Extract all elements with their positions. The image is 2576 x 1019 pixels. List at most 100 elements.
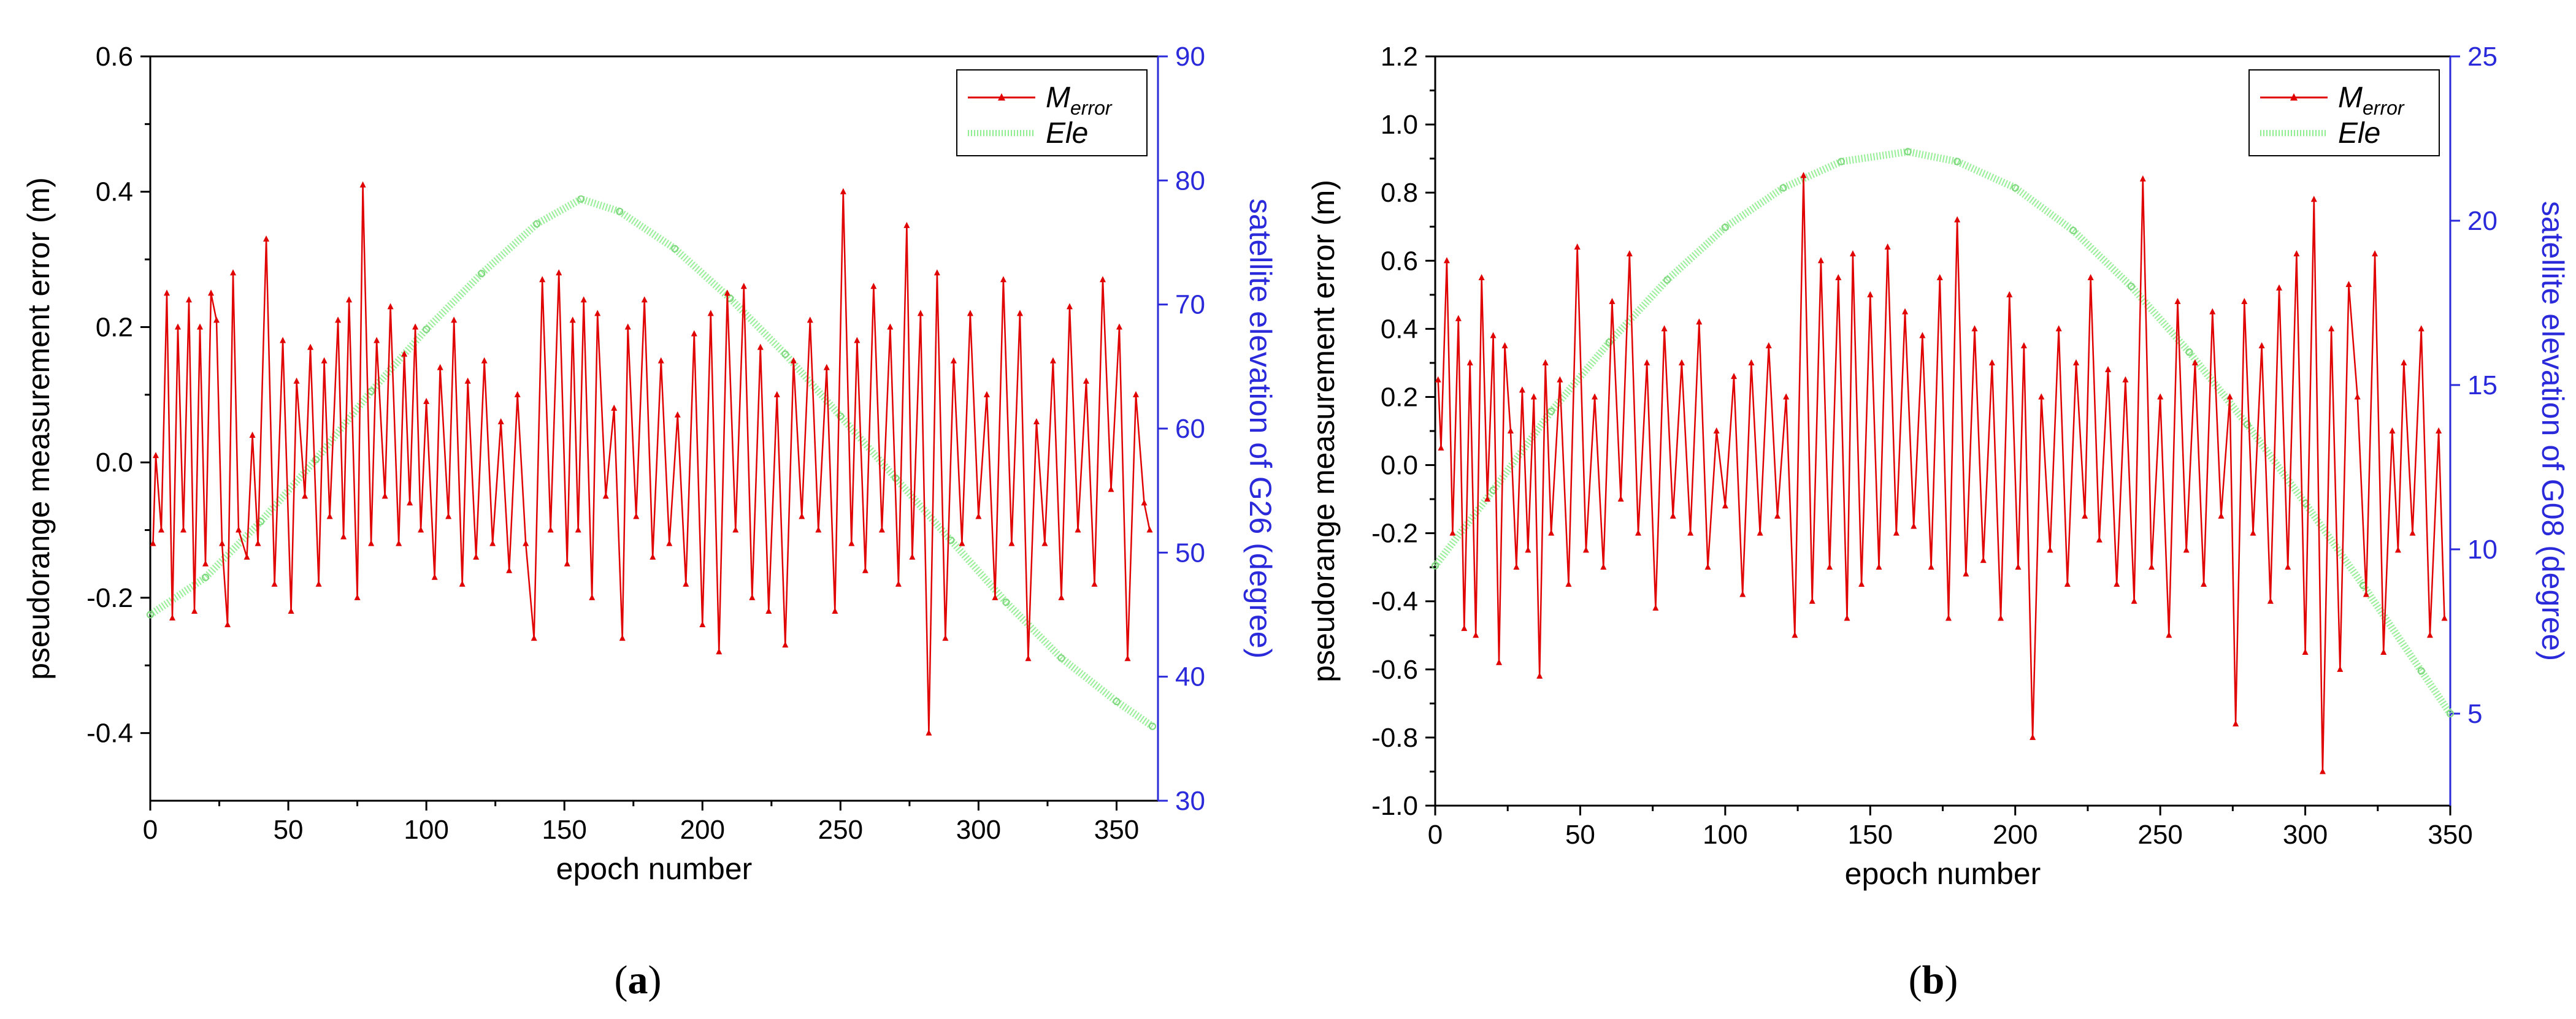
x-tick-label: 300: [956, 815, 1001, 845]
merror-point: [1609, 297, 1616, 304]
merror-point: [1124, 655, 1131, 662]
merror-point: [749, 593, 756, 600]
merror-point: [1592, 393, 1598, 400]
merror-point: [1478, 274, 1485, 281]
merror-point: [340, 533, 347, 540]
merror-point: [497, 418, 504, 424]
ele-point: [1432, 562, 1439, 570]
merror-point: [255, 540, 261, 546]
merror-point: [2055, 325, 2062, 332]
x-tick-label: 50: [1565, 820, 1595, 850]
chart-panel-a: 0 50 100 150 200 250 300 350 -0.4 -0.2 0.0 0.2 0.4 0.…: [21, 42, 1278, 1002]
y-left-tick-label: 1.0: [1381, 110, 1418, 140]
x-tick-label: 250: [818, 815, 863, 845]
merror-point: [2345, 281, 2352, 288]
ele-point: [1057, 654, 1065, 662]
merror-point: [2372, 250, 2379, 257]
y-left-axis-label: pseudorange measurement error (m): [21, 177, 56, 680]
y-left-tick-label: -0.8: [1371, 723, 1418, 753]
merror-point: [2293, 250, 2300, 257]
y-left-tick-label: 0.0: [1381, 451, 1418, 481]
merror-point: [2157, 393, 2164, 400]
y-right-tick-label: 90: [1175, 42, 1205, 72]
merror-point: [1008, 540, 1015, 546]
merror-point: [2319, 768, 2326, 774]
x-axis-label: epoch number: [556, 852, 753, 886]
y-right-tick-label: 80: [1175, 166, 1205, 196]
merror-point: [2233, 720, 2239, 727]
merror-point: [2310, 196, 2317, 202]
legend-merror-marker: [998, 93, 1005, 101]
y-right-axis-label: satellite elevation of G26 (degree): [1243, 199, 1278, 658]
merror-point: [280, 337, 286, 343]
merror-point: [740, 283, 747, 289]
merror-point: [1998, 614, 2004, 621]
merror-point: [2226, 393, 2233, 400]
merror-point: [1466, 359, 1473, 365]
merror-point: [288, 607, 294, 614]
merror-point: [757, 343, 764, 350]
merror-point: [1722, 502, 1728, 509]
merror-point: [633, 513, 640, 519]
merror-point: [249, 432, 256, 438]
merror-point: [2258, 342, 2265, 349]
merror-point: [2363, 590, 2369, 597]
merror-point: [2174, 297, 2181, 304]
x-tick-label: 100: [404, 815, 448, 845]
merror-point: [950, 357, 957, 364]
merror-point: [489, 540, 496, 546]
merror-point: [445, 513, 452, 519]
ele-point: [1904, 148, 1912, 156]
merror-point: [1748, 359, 1755, 365]
merror-point: [942, 635, 949, 641]
merror-point: [1108, 486, 1114, 492]
y-left-tick-label: -1.0: [1371, 791, 1418, 821]
ele-point: [257, 517, 265, 525]
ele-point: [2127, 283, 2135, 291]
merror-point: [208, 289, 215, 296]
series-ele-line: [1432, 148, 2453, 716]
merror-point: [2105, 366, 2112, 373]
panel-label: (a): [615, 958, 662, 1002]
merror-point: [158, 526, 165, 533]
merror-point: [933, 269, 940, 276]
merror-point: [594, 310, 601, 316]
merror-point: [451, 316, 458, 323]
merror-point: [1132, 391, 1139, 397]
merror-point: [575, 526, 581, 533]
y-left-tick-label: -0.6: [1371, 655, 1418, 685]
merror-point: [1704, 563, 1711, 570]
y-left-tick-label: 0.4: [96, 177, 133, 207]
merror-point: [1582, 546, 1589, 553]
merror-point: [153, 452, 159, 459]
merror-point: [1058, 593, 1065, 600]
merror-point: [926, 729, 932, 736]
merror-point: [2020, 342, 2027, 349]
merror-point: [815, 526, 822, 533]
merror-point: [1713, 427, 1720, 433]
ele-point: [1838, 158, 1845, 166]
merror-point: [423, 397, 430, 404]
ele-point: [1547, 407, 1555, 415]
merror-point: [1626, 250, 1633, 257]
merror-point: [832, 607, 838, 614]
x-tick-label: 0: [1428, 820, 1443, 850]
merror-point: [1496, 658, 1503, 665]
merror-point: [1000, 276, 1006, 283]
merror-point: [186, 296, 193, 303]
x-tick-label: 150: [1848, 820, 1893, 850]
merror-point: [975, 513, 982, 519]
merror-point: [707, 310, 714, 316]
x-tick-label: 50: [274, 815, 304, 845]
merror-point: [1919, 332, 1926, 338]
y-right-tick-label: 30: [1175, 786, 1205, 816]
merror-point: [1548, 529, 1555, 536]
y-left-tick-label: -0.4: [86, 719, 133, 749]
merror-point: [1800, 172, 1807, 178]
x-tick-label: 350: [2428, 820, 2472, 850]
merror-point: [773, 391, 780, 397]
x-tick-label: 300: [2283, 820, 2328, 850]
merror-point: [1835, 274, 1842, 281]
y-left-tick-label: 1.2: [1381, 42, 1418, 72]
merror-point: [354, 593, 361, 600]
